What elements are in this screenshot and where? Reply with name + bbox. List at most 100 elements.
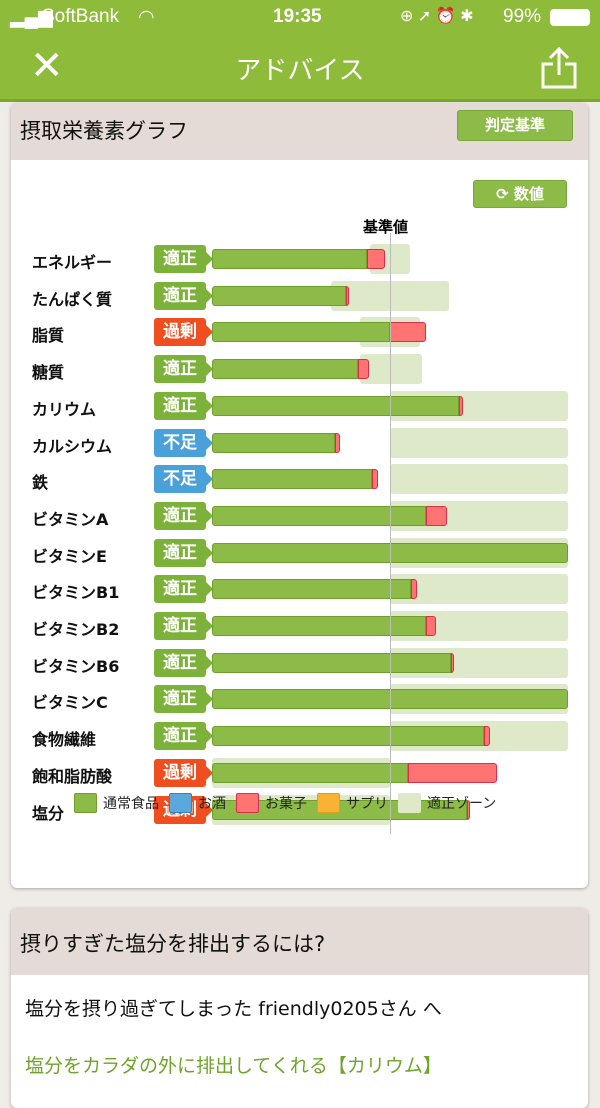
status-badge-text: 適正 xyxy=(163,689,197,710)
status-badge-text: 過剰 xyxy=(163,762,197,783)
nutrient-label: ビタミンB1 xyxy=(32,583,120,603)
normal-food-bar xyxy=(212,616,426,636)
normal-food-bar xyxy=(212,322,390,343)
normal-food-bar xyxy=(212,285,346,306)
status-badge: 適正 xyxy=(154,612,213,640)
legend-item: お菓子 xyxy=(236,793,307,813)
legend-swatch xyxy=(74,793,97,813)
nutrient-label: ビタミンA xyxy=(32,509,109,529)
status-badge: 適正 xyxy=(154,575,213,604)
status-badge-text: 適正 xyxy=(163,505,197,526)
nutrient-label: 食物繊維 xyxy=(32,730,97,750)
status-badge-text: 過剰 xyxy=(163,322,197,343)
snack-bar xyxy=(334,432,341,453)
reference-line xyxy=(390,233,391,835)
legend-item: 適正ゾーン xyxy=(398,793,496,813)
nutrient-label: ビタミンB6 xyxy=(32,656,120,676)
share-icon[interactable] xyxy=(540,46,578,94)
snack-bar xyxy=(411,579,417,600)
values-button-label: 数値 xyxy=(513,185,544,203)
status-badge: 不足 xyxy=(154,465,213,494)
nutrient-label: ビタミンB2 xyxy=(32,620,120,639)
card-header: 摂取栄養素グラフ 判定基準 xyxy=(11,103,588,160)
zone-bar xyxy=(390,427,568,458)
nutrient-label: 糖質 xyxy=(32,363,65,383)
nutrient-label: エネルギー xyxy=(32,253,113,272)
zone-bar xyxy=(331,280,449,311)
snack-bar xyxy=(484,726,490,747)
legend-swatch xyxy=(317,793,340,813)
nutrient-label: 飽和脂肪酸 xyxy=(32,766,113,786)
legend-swatch xyxy=(236,793,259,813)
status-badge: 適正 xyxy=(154,245,213,273)
clock: 19:35 xyxy=(273,6,322,27)
snack-bar xyxy=(425,616,437,636)
status-badge-text: 不足 xyxy=(163,469,197,490)
status-badge: 適正 xyxy=(154,648,213,677)
legend-swatch xyxy=(169,793,192,813)
snack-bar xyxy=(459,395,463,416)
status-badge: 適正 xyxy=(154,722,213,751)
status-badge-text: 適正 xyxy=(163,285,197,306)
battery-icon xyxy=(550,9,590,26)
snack-bar xyxy=(425,505,447,526)
zone-bar xyxy=(390,464,568,495)
refresh-icon: ⟳ xyxy=(496,185,509,203)
snack-bar xyxy=(345,285,349,306)
normal-food-bar xyxy=(212,359,358,380)
status-badge: 過剰 xyxy=(154,318,213,347)
status-icons: ⊕ ➚ ⏰ ✱ xyxy=(400,8,474,25)
advice-title: 摂りすぎた塩分を排出するには? xyxy=(20,932,326,956)
snack-bar xyxy=(357,359,369,380)
nutrient-label: ビタミンE xyxy=(32,546,107,566)
legend-label: サプリ xyxy=(346,796,388,812)
legend-item: 通常食品 xyxy=(74,793,159,813)
advice-link[interactable]: 塩分をカラダの外に排出してくれる【カリウム】 xyxy=(25,1055,442,1077)
status-badge: 適正 xyxy=(154,391,213,420)
close-icon[interactable]: ✕ xyxy=(30,43,64,89)
chart-legend: 通常食品 お酒 お菓子 サプリ 適正ゾーン xyxy=(74,793,496,813)
snack-bar xyxy=(372,469,378,490)
advice-greeting: 塩分を摂り過ぎてしまった friendly0205さん へ xyxy=(25,998,442,1020)
snack-bar xyxy=(466,799,471,820)
snack-bar xyxy=(450,652,455,673)
nav-bar: ✕ アドバイス xyxy=(0,34,600,102)
snack-bar xyxy=(390,322,426,343)
status-badge: 適正 xyxy=(154,355,213,384)
normal-food-bar xyxy=(212,249,367,269)
normal-food-bar xyxy=(212,726,485,747)
carrier: SoftBank xyxy=(42,6,120,27)
legend-label: 適正ゾーン xyxy=(427,796,497,812)
normal-food-bar xyxy=(212,395,460,416)
legend-swatch xyxy=(398,793,421,813)
reference-label: 基準値 xyxy=(363,218,409,236)
legend-item: サプリ xyxy=(317,793,388,813)
nutrient-label: ビタミンC xyxy=(32,693,108,713)
legend-label: お菓子 xyxy=(265,796,307,812)
criteria-button[interactable]: 判定基準 xyxy=(457,110,573,141)
page-title: アドバイス xyxy=(235,56,365,86)
battery-percent: 99% xyxy=(503,6,542,27)
wifi-icon: ◠ xyxy=(138,7,155,28)
values-toggle-button[interactable]: ⟳ 数値 xyxy=(473,180,567,208)
nutrient-label: 鉄 xyxy=(32,473,49,493)
nutrient-label: カリウム xyxy=(32,399,97,419)
nutrient-label: カルシウム xyxy=(32,436,113,456)
nutrient-chart: エネルギー 適正 たんぱく質 適正 脂質 過剰 糖質 適正 カリウム 適正 カルシウム 不足鉄不足 ビタ… xyxy=(11,103,588,835)
status-badge: 適正 xyxy=(154,685,213,714)
zone-bar xyxy=(390,574,568,605)
normal-food-bar xyxy=(212,432,335,453)
status-badge-text: 適正 xyxy=(163,395,197,416)
nutrient-label: 脂質 xyxy=(32,326,65,346)
legend-label: 通常食品 xyxy=(103,796,159,812)
normal-food-bar xyxy=(212,469,373,490)
status-badge: 不足 xyxy=(154,428,213,457)
legend-label: お酒 xyxy=(198,796,226,812)
normal-food-bar xyxy=(212,762,408,783)
normal-food-bar xyxy=(212,505,426,526)
status-badge: 適正 xyxy=(154,538,213,567)
nutrient-label: 塩分 xyxy=(32,803,65,823)
nutrient-label: たんぱく質 xyxy=(32,289,113,309)
normal-food-bar xyxy=(212,652,451,673)
status-badge-text: 適正 xyxy=(163,579,197,600)
